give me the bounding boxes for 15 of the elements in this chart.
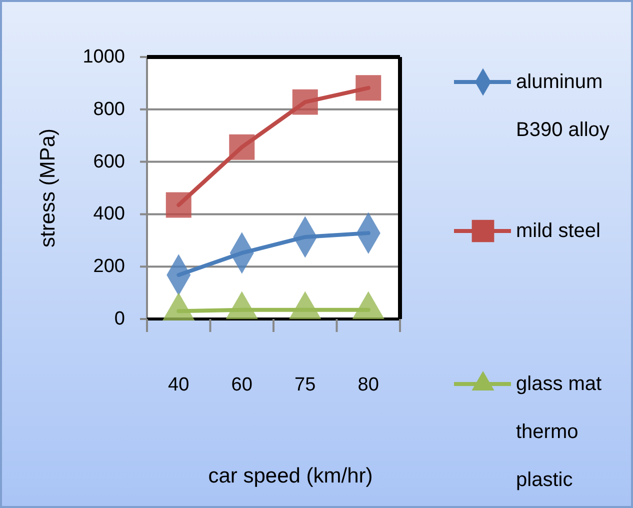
x-tick-label: 40 (168, 374, 190, 396)
legend-label: mild steel (516, 220, 600, 242)
text: glass mat thermo plastic (516, 373, 602, 491)
x-tick-label: 60 (231, 374, 252, 396)
y-axis-title: stress (MPa) (36, 128, 60, 248)
text: aluminum B390 alloy (516, 71, 610, 141)
y-tick-label: 400 (93, 204, 125, 225)
y-tick-label: 600 (93, 151, 125, 172)
x-axis-title: car speed (km/hr) (208, 464, 373, 488)
y-tick-label: 1000 (82, 46, 125, 68)
x-tick-label: 75 (294, 374, 316, 396)
y-tick-label: 200 (93, 256, 125, 278)
y-tick-label: 0 (114, 308, 125, 330)
y-tick-label: 800 (93, 98, 125, 120)
x-tick-label: 80 (358, 374, 379, 396)
